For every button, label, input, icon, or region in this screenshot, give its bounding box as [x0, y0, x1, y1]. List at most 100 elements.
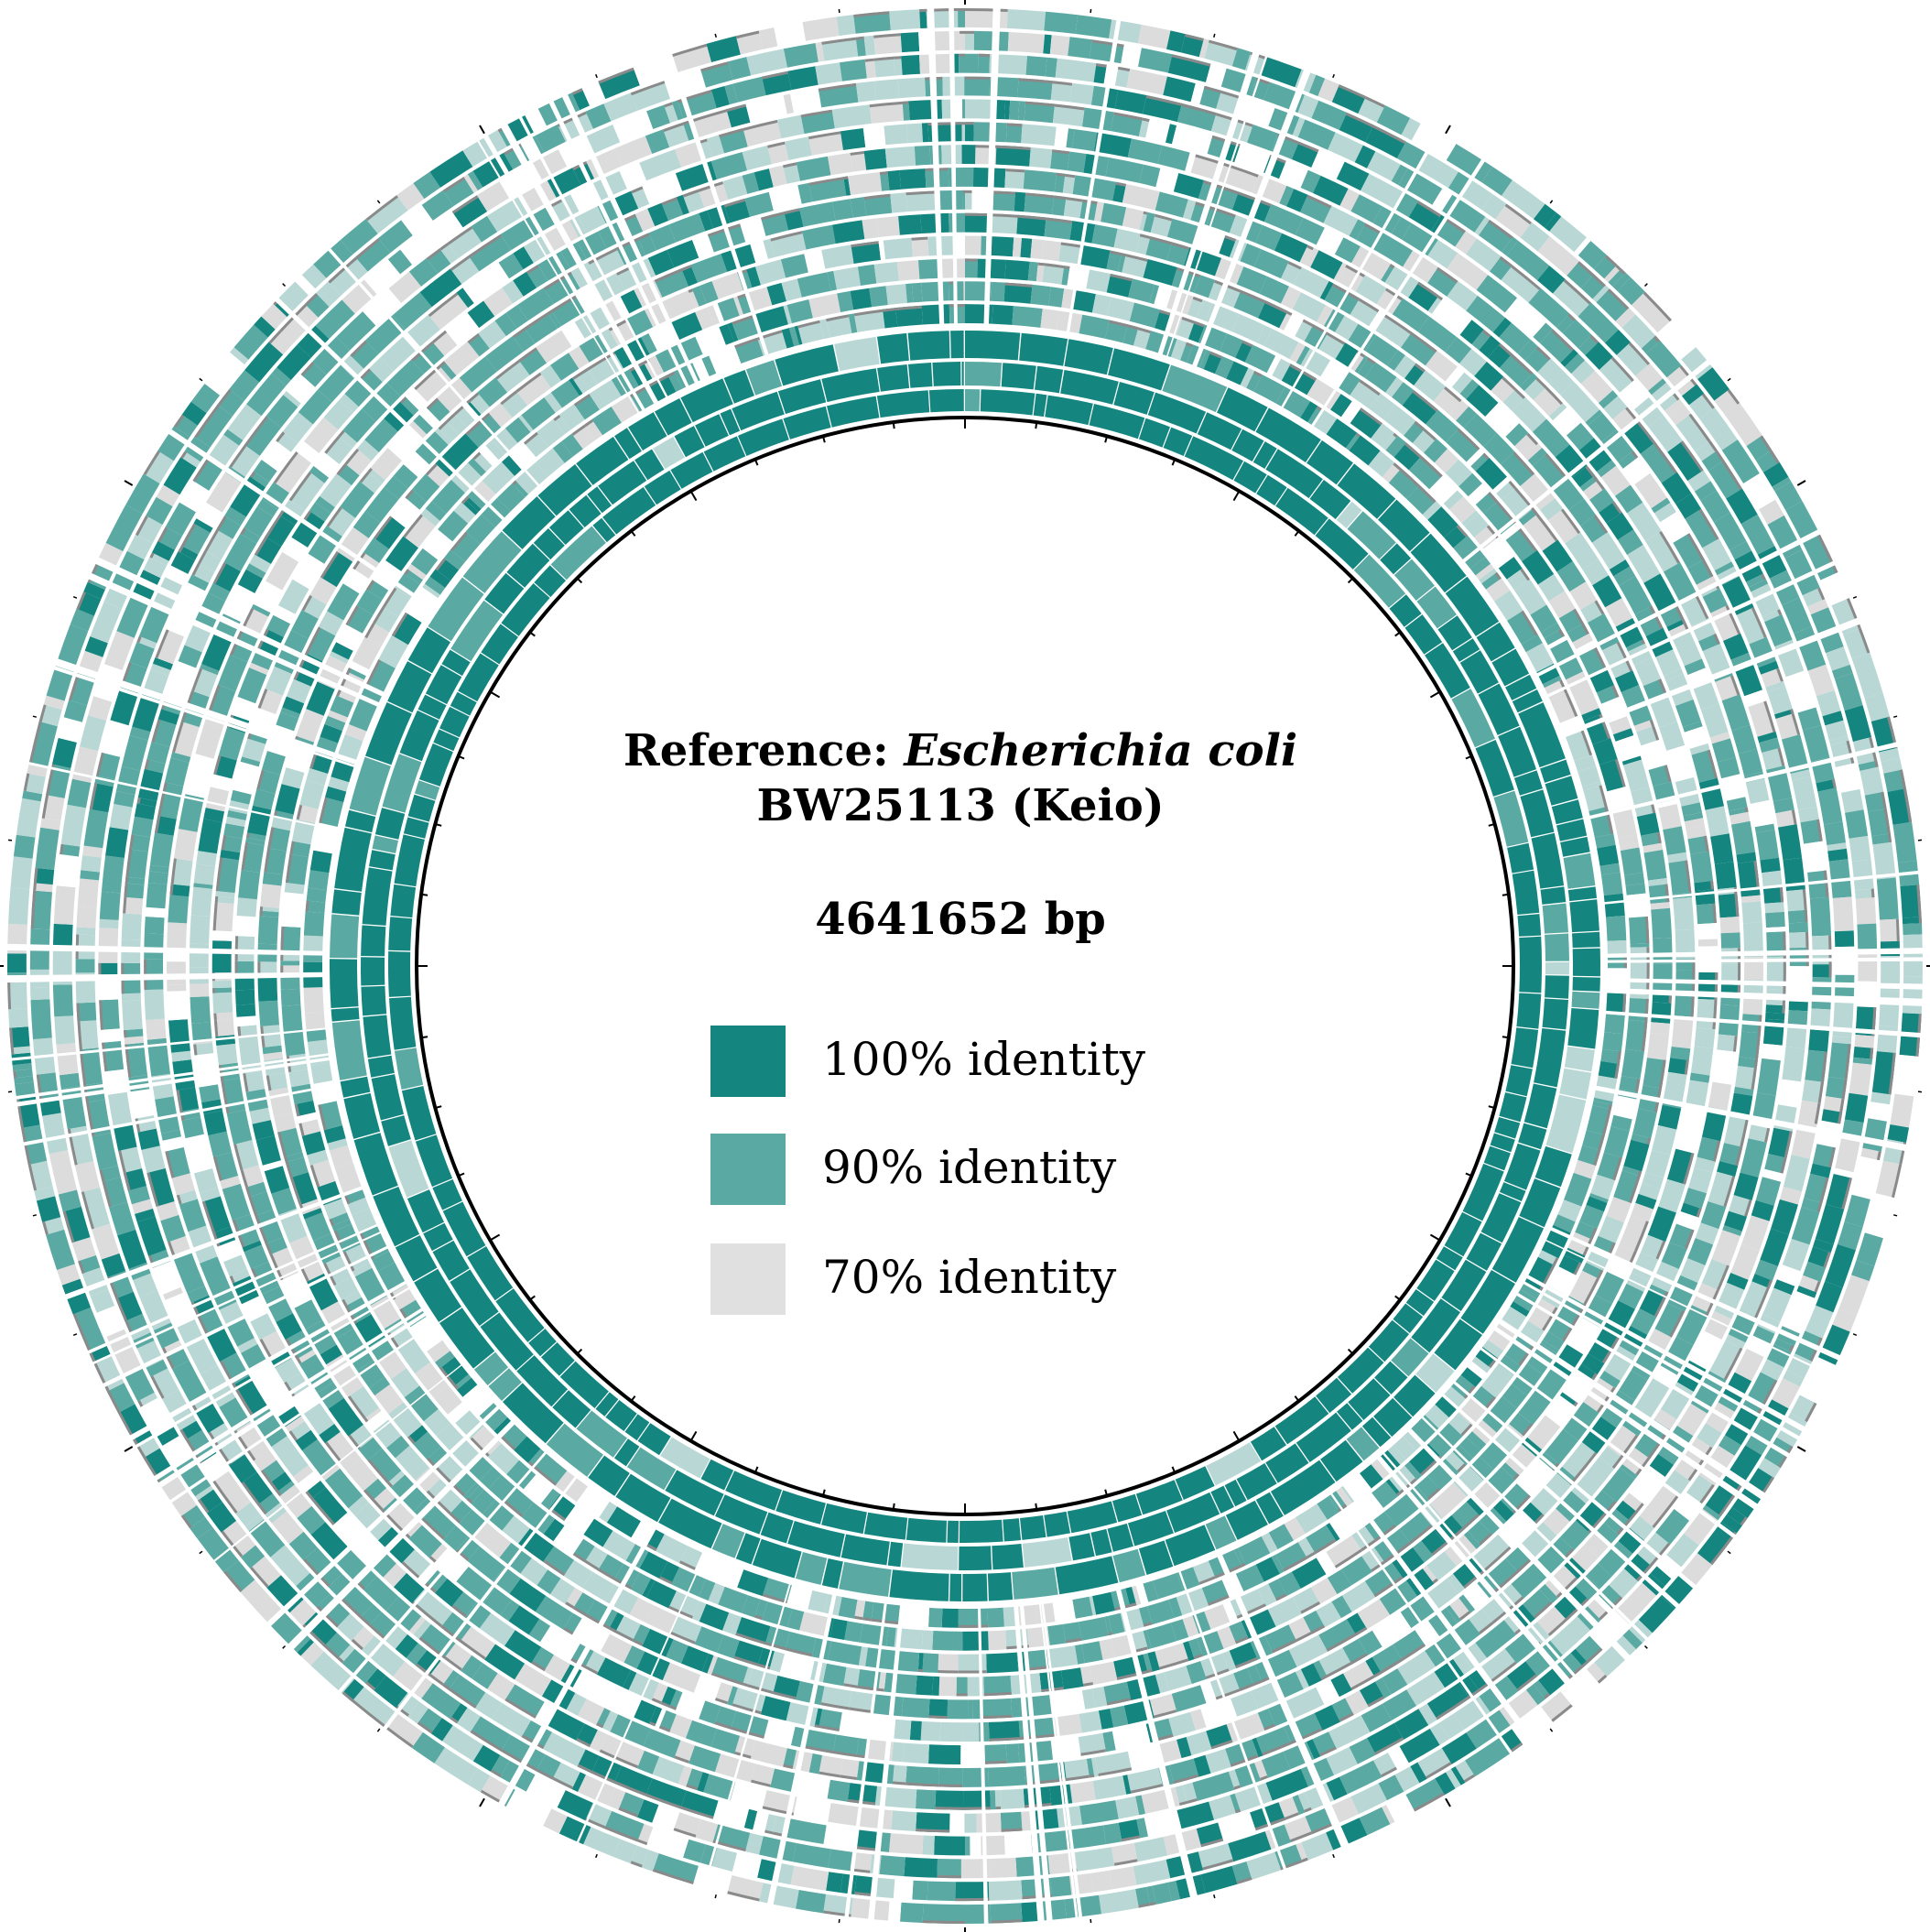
outer-ring-segment	[1261, 1751, 1291, 1778]
ring-shadow-edge	[233, 1144, 244, 1171]
ring-shadow-edge	[764, 1642, 786, 1651]
outer-ring-segment	[1606, 512, 1634, 540]
outer-ring-segment	[1560, 381, 1600, 423]
outer-ring-segment	[1326, 1776, 1348, 1801]
outer-ring-segment	[1520, 1281, 1542, 1299]
outer-ring-segment	[1182, 1782, 1198, 1804]
outer-ring-segment	[356, 589, 383, 615]
ring-shadow-edge	[1491, 1610, 1509, 1624]
outer-ring-segment	[1055, 58, 1097, 82]
outer-ring-segment	[586, 148, 623, 179]
outer-ring-segment	[850, 197, 867, 218]
outer-ring-segment	[1835, 1137, 1860, 1173]
inner-ring-segment	[1107, 1523, 1133, 1552]
outer-ring-segment	[397, 573, 420, 593]
outer-ring-segment	[1540, 623, 1561, 638]
inner-ring-segment	[907, 331, 950, 361]
outer-ring-segment	[1237, 97, 1275, 126]
outer-ring-segment	[99, 1166, 121, 1182]
outer-ring-segment	[550, 293, 588, 327]
ring-shadow-edge	[959, 53, 965, 57]
outer-ring-segment	[737, 1569, 769, 1597]
ring-shadow-edge	[1769, 450, 1780, 464]
ring-shadow-edge	[1494, 571, 1502, 581]
outer-ring-segment	[1506, 240, 1550, 281]
inner-ring-segment	[1210, 1485, 1234, 1514]
outer-ring-segment	[675, 1692, 706, 1720]
outer-ring-segment	[514, 1436, 541, 1463]
outer-ring-segment	[1365, 1656, 1382, 1678]
outer-ring-segment	[1664, 668, 1684, 681]
inner-ring-segment	[369, 850, 396, 871]
outer-ring-segment	[862, 1601, 874, 1622]
outer-ring-segment	[1393, 442, 1422, 471]
outer-ring-segment	[1406, 1671, 1446, 1706]
ring-shadow-edge	[1751, 607, 1767, 638]
outer-ring-segment	[1361, 173, 1404, 209]
outer-ring-segment	[126, 534, 153, 560]
outer-ring-segment	[1658, 804, 1682, 830]
outer-ring-segment	[695, 307, 715, 331]
inner-ring-segment	[388, 1140, 429, 1198]
outer-ring-segment	[555, 1471, 588, 1503]
outer-ring-segment	[557, 1790, 593, 1821]
outer-ring-segment	[1365, 125, 1406, 158]
outer-ring-segment	[1667, 852, 1687, 863]
outer-ring-segment	[257, 916, 279, 945]
outer-ring-segment	[1310, 250, 1343, 280]
outer-ring-segment	[1653, 963, 1673, 993]
outer-ring-segment	[1605, 598, 1633, 627]
outer-ring-segment	[948, 168, 965, 187]
outer-ring-segment	[117, 1229, 147, 1269]
inner-ring-segment	[387, 951, 411, 997]
ring-shadow-edge	[125, 1319, 133, 1333]
inner-ring-segment	[695, 414, 729, 447]
outer-ring-segment	[1666, 618, 1686, 632]
inner-ring-segment	[863, 1512, 908, 1540]
outer-ring-segment	[212, 562, 241, 592]
outer-ring-segment	[533, 1453, 568, 1486]
outer-ring-segment	[1741, 1372, 1778, 1417]
inner-ring-segment	[1434, 1319, 1482, 1371]
outer-ring-segment	[105, 827, 129, 858]
outer-ring-segment	[571, 1618, 610, 1651]
outer-ring-segment	[468, 458, 486, 477]
outer-ring-segment	[387, 426, 422, 461]
ring-shadow-edge	[1887, 716, 1898, 749]
outer-ring-segment	[168, 1019, 190, 1053]
outer-ring-segment	[1589, 669, 1614, 693]
outer-ring-segment	[1729, 540, 1752, 560]
outer-ring-segment	[1091, 1757, 1099, 1777]
ring-shadow-edge	[1755, 1033, 1761, 1059]
ring-shadow-edge	[1709, 1531, 1737, 1566]
outer-ring-segment	[1111, 1723, 1151, 1751]
outer-ring-segment	[1453, 1466, 1484, 1497]
outer-ring-segment	[1548, 591, 1576, 619]
outer-ring-segment	[1089, 178, 1116, 201]
ring-shadow-edge	[1514, 388, 1525, 399]
outer-ring-segment	[891, 1742, 905, 1763]
outer-ring-segment	[1658, 1178, 1686, 1213]
outer-ring-segment	[1021, 1901, 1041, 1923]
outer-ring-segment	[1079, 1616, 1109, 1641]
outer-ring-segment	[1424, 439, 1448, 463]
outer-ring-segment	[1601, 429, 1633, 462]
outer-ring-segment	[1350, 194, 1382, 223]
outer-ring-segment	[1666, 744, 1694, 783]
outer-ring-segment	[840, 59, 867, 81]
outer-ring-segment	[1235, 1564, 1264, 1591]
outer-ring-segment	[1365, 335, 1398, 366]
outer-ring-segment	[1425, 1632, 1463, 1667]
outer-ring-segment	[1466, 295, 1505, 332]
outer-ring-segment	[98, 962, 118, 976]
ring-shadow-edge	[320, 551, 340, 579]
outer-ring-segment	[544, 1707, 585, 1741]
inner-ring-segment	[533, 528, 565, 560]
outer-ring-segment	[1326, 1535, 1362, 1568]
outer-ring-segment	[1045, 57, 1057, 78]
outer-ring-segment	[1089, 1596, 1097, 1616]
outer-ring-segment	[1765, 1012, 1785, 1021]
inner-ring-segment	[415, 1134, 453, 1188]
ring-shadow-edge	[712, 1840, 746, 1851]
outer-ring-segment	[1012, 306, 1043, 328]
